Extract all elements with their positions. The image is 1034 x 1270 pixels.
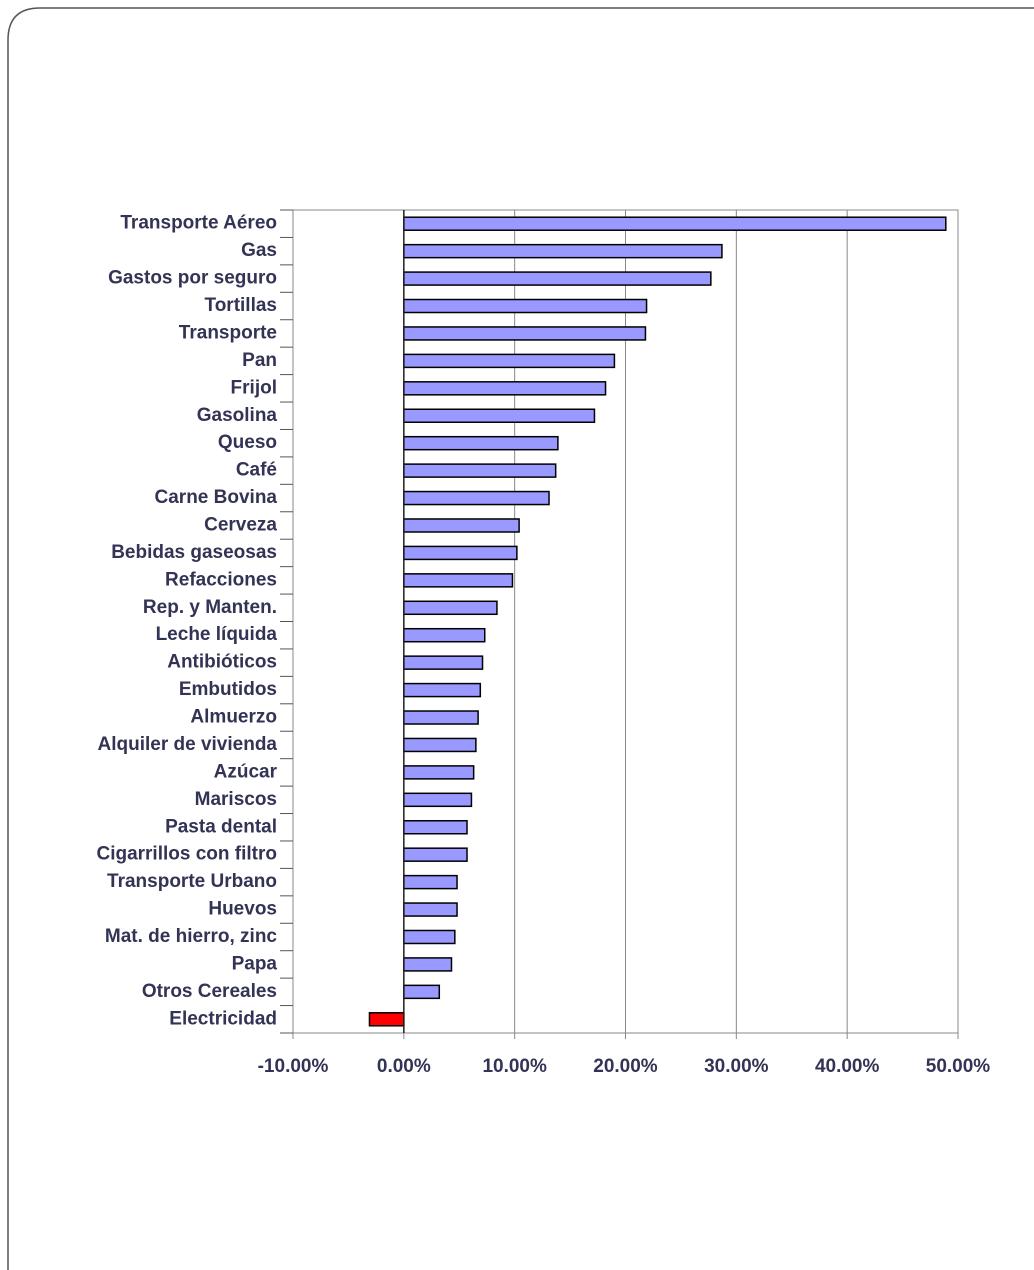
x-tick-label: 20.00% — [593, 1056, 658, 1077]
bar — [403, 682, 482, 698]
bar — [403, 490, 550, 506]
y-tick-label: Transporte — [179, 322, 277, 343]
y-tick-label: Transporte Aéreo — [120, 213, 277, 234]
y-tick-label: Gastos por seguro — [108, 268, 277, 289]
x-tick-label: 0.00% — [377, 1056, 431, 1077]
bar — [403, 902, 458, 917]
bar — [403, 518, 520, 533]
bar — [403, 929, 456, 945]
y-tick-label: Leche líquida — [156, 624, 278, 645]
y-tick-label: Transporte Urbano — [107, 871, 277, 892]
bar — [403, 737, 477, 753]
x-tick-label: 40.00% — [815, 1056, 880, 1077]
y-tick-label: Frijol — [231, 377, 277, 398]
x-tick-label: 10.00% — [482, 1056, 547, 1077]
bar — [403, 381, 607, 396]
bar — [403, 435, 559, 451]
y-tick-label: Huevos — [208, 899, 277, 920]
y-tick-label: Tortillas — [205, 295, 278, 316]
y-tick-label: Mariscos — [195, 789, 277, 810]
y-tick-label: Papa — [232, 953, 278, 974]
bar — [403, 463, 557, 478]
y-tick-label: Carne Bovina — [155, 487, 278, 508]
x-tick-label: 50.00% — [926, 1056, 991, 1077]
y-tick-label: Alquiler de vivienda — [98, 734, 278, 755]
bar — [368, 1012, 405, 1027]
bar — [403, 326, 647, 341]
bar — [403, 573, 514, 588]
y-tick-label: Queso — [218, 432, 277, 453]
y-tick-label: Azúcar — [214, 761, 278, 782]
x-tick-label: 30.00% — [704, 1056, 769, 1077]
bar — [403, 216, 947, 231]
bar — [403, 874, 458, 890]
y-tick-label: Pan — [242, 350, 277, 371]
y-tick-label: Café — [236, 460, 277, 481]
y-tick-label: Cigarrillos con filtro — [96, 844, 277, 865]
bar — [403, 792, 473, 808]
bar — [403, 353, 616, 369]
frame — [7, 7, 1034, 1270]
bar — [403, 710, 479, 725]
y-tick-label: Pasta dental — [165, 816, 277, 837]
y-tick-label: Otros Cereales — [142, 981, 277, 1002]
bar — [403, 957, 453, 972]
y-tick-label: Gasolina — [197, 405, 278, 426]
bar — [403, 545, 518, 561]
y-tick-label: Almuerzo — [190, 707, 277, 728]
y-tick-label: Cerveza — [204, 514, 277, 535]
bar — [403, 765, 475, 780]
bar — [403, 271, 712, 286]
bar — [403, 243, 723, 259]
bar — [403, 298, 648, 314]
bar — [403, 408, 596, 423]
bar — [403, 847, 468, 862]
y-tick-label: Gas — [241, 240, 277, 261]
y-tick-label: Mat. de hierro, zinc — [105, 926, 278, 947]
y-tick-label: Electricidad — [169, 1008, 277, 1029]
y-tick-label: Embutidos — [179, 679, 277, 700]
bar — [403, 820, 468, 835]
y-tick-label: Refacciones — [165, 569, 277, 590]
y-tick-label: Rep. y Manten. — [143, 597, 277, 618]
y-tick-label: Antibióticos — [167, 652, 277, 673]
bar — [403, 655, 484, 670]
y-tick-label: Bebidas gaseosas — [111, 542, 277, 563]
bar — [403, 627, 486, 643]
bar — [403, 984, 441, 1000]
bar — [403, 600, 498, 616]
x-tick-label: -10.00% — [258, 1056, 329, 1077]
